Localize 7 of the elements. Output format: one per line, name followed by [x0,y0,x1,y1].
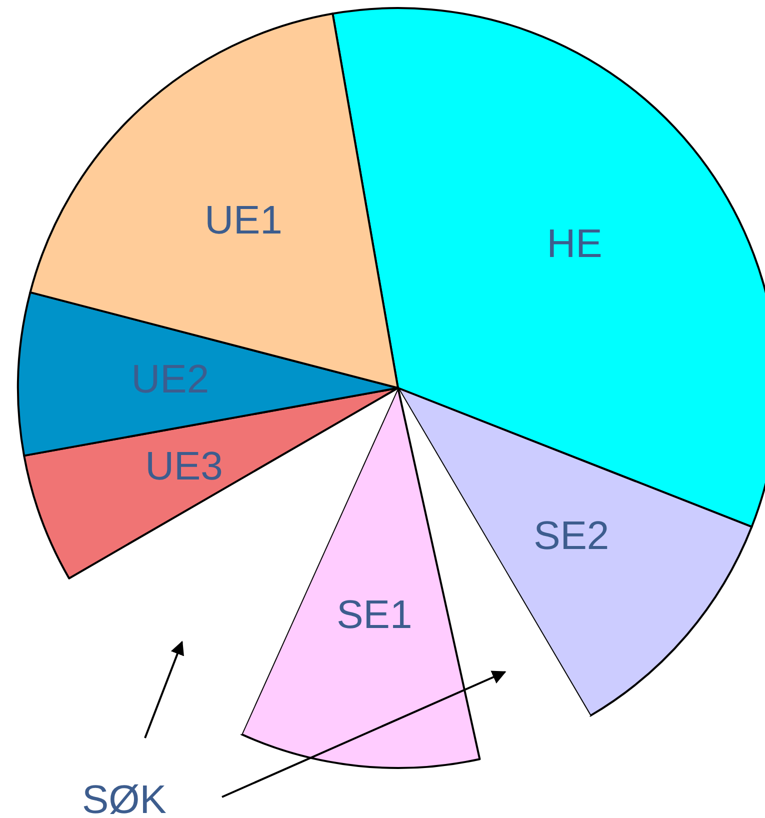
slice-label: HE [546,222,602,266]
slice-label: UE2 [131,357,210,402]
slice-label: UE3 [145,444,223,489]
slice-label: SE1 [336,592,412,637]
slice-label: UE1 [204,198,282,242]
text: SØK [82,778,167,818]
slice-label: SE2 [534,514,610,558]
